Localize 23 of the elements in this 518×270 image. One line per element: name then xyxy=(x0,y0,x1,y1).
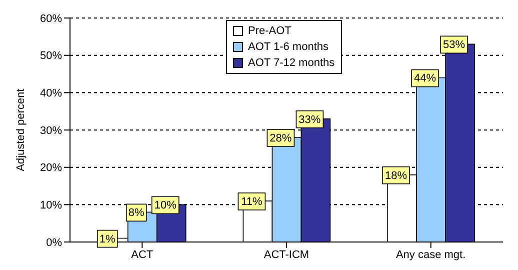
data-label: 33% xyxy=(298,114,321,126)
data-label: 53% xyxy=(443,39,466,52)
y-tick-label: 30% xyxy=(40,124,62,137)
y-tick-label: 0% xyxy=(46,236,62,249)
legend-label: AOT 1-6 months xyxy=(248,40,328,55)
data-label: 28% xyxy=(270,132,292,144)
x-tick-label: ACT-ICM xyxy=(264,248,310,261)
data-label: 10% xyxy=(154,200,177,212)
legend-label: AOT 7-12 months xyxy=(248,56,335,71)
data-label: 8% xyxy=(128,207,145,220)
y-tick-label: 50% xyxy=(40,50,62,62)
y-tick-label: 40% xyxy=(40,88,62,100)
y-tick-label: 60% xyxy=(40,12,62,25)
data-label: 1% xyxy=(99,233,116,246)
y-tick-label: 10% xyxy=(40,200,62,212)
y-axis-title: Adjusted percent xyxy=(14,88,27,172)
x-tick-label: ACT xyxy=(131,248,154,261)
data-label: 11% xyxy=(241,196,263,208)
data-label: 18% xyxy=(385,170,408,182)
data-label: 44% xyxy=(414,72,436,85)
y-tick-label: 20% xyxy=(40,162,62,174)
x-tick-label: Any case mgt. xyxy=(396,248,466,261)
legend-label: Pre-AOT xyxy=(248,24,292,39)
